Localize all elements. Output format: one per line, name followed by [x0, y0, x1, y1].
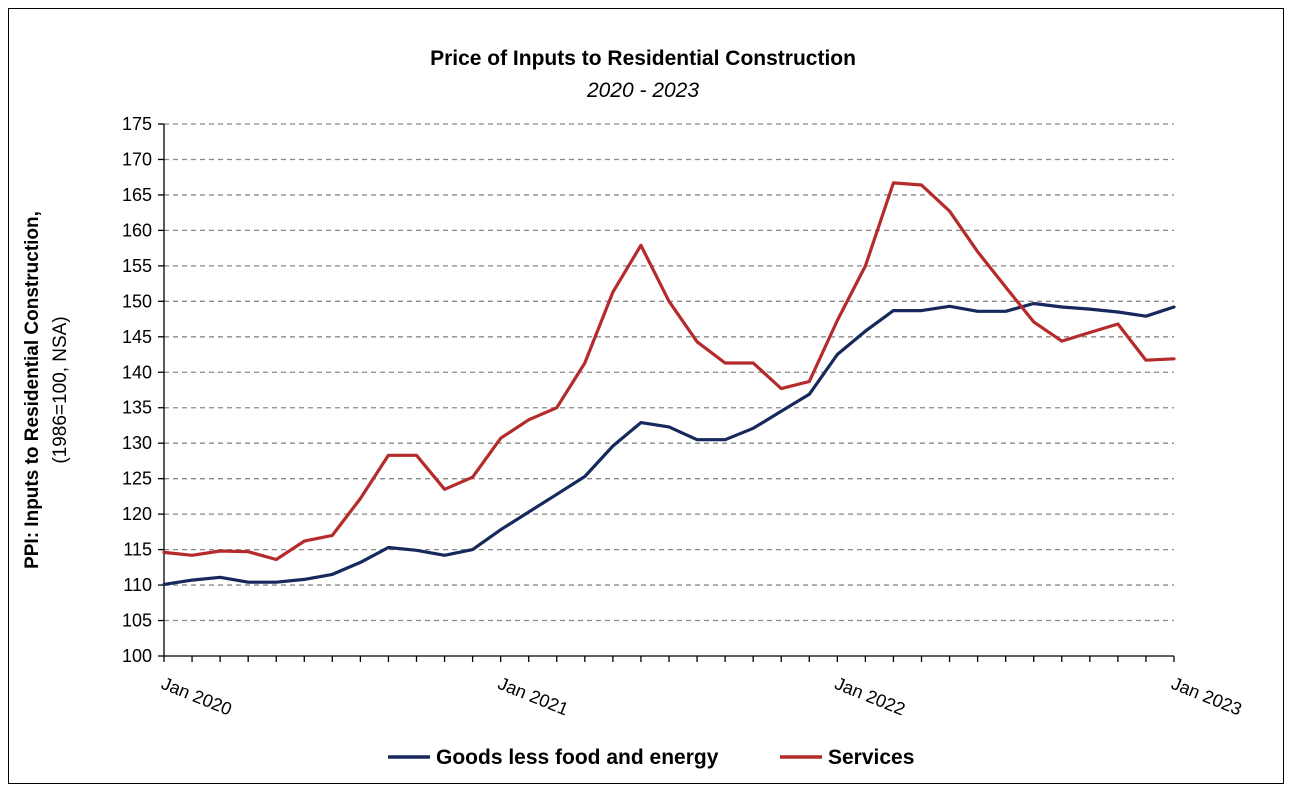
series-line-services [162, 181, 1176, 562]
y-axis-label-line1: PPI: Inputs to Residential Construction, [22, 211, 43, 569]
x-tick-label: Jan 2022 [832, 673, 908, 719]
y-tick-label: 110 [123, 575, 152, 595]
legend: Goods less food and energy Services [388, 746, 914, 769]
axes [158, 123, 1175, 662]
y-tick-label: 130 [122, 433, 152, 453]
chart-subtitle: 2020 - 2023 [586, 79, 699, 102]
y-tick-label: 150 [122, 291, 152, 311]
y-axis-label-line2: (1986=100, NSA) [50, 316, 71, 463]
y-tick-label: 105 [122, 611, 152, 631]
legend-label-goods: Goods less food and energy [436, 746, 719, 769]
legend-label-services: Services [828, 746, 914, 769]
y-tick-label: 135 [122, 398, 152, 418]
gridlines [164, 123, 1174, 622]
y-tick-label: 140 [122, 362, 152, 382]
series-line-goods [162, 301, 1176, 587]
y-tick-label: 155 [122, 256, 152, 276]
y-tick-label: 125 [122, 469, 152, 489]
x-tick-labels: Jan 2020 Jan 2021 Jan 2022 Jan 2023 [159, 673, 1245, 719]
y-tick-label: 120 [122, 504, 152, 524]
x-tick-label: Jan 2020 [159, 673, 235, 719]
series-lines [162, 181, 1176, 587]
y-tick-label: 115 [123, 540, 152, 560]
y-tick-label: 145 [122, 327, 152, 347]
y-tick-label: 175 [122, 114, 152, 134]
y-axis-label: PPI: Inputs to Residential Construction,… [22, 211, 71, 569]
y-tick-label: 100 [122, 646, 152, 666]
chart-frame [8, 8, 1284, 784]
y-tick-label: 165 [122, 185, 152, 205]
y-tick-label: 170 [122, 149, 152, 169]
x-tick-label: Jan 2023 [1169, 673, 1245, 719]
x-tick-label: Jan 2021 [495, 673, 571, 719]
chart-title: Price of Inputs to Residential Construct… [430, 47, 856, 70]
y-tick-labels: 100 105 110 115 120 125 130 135 140 145 150 155 160 1… [122, 114, 152, 666]
y-tick-label: 160 [122, 220, 152, 240]
